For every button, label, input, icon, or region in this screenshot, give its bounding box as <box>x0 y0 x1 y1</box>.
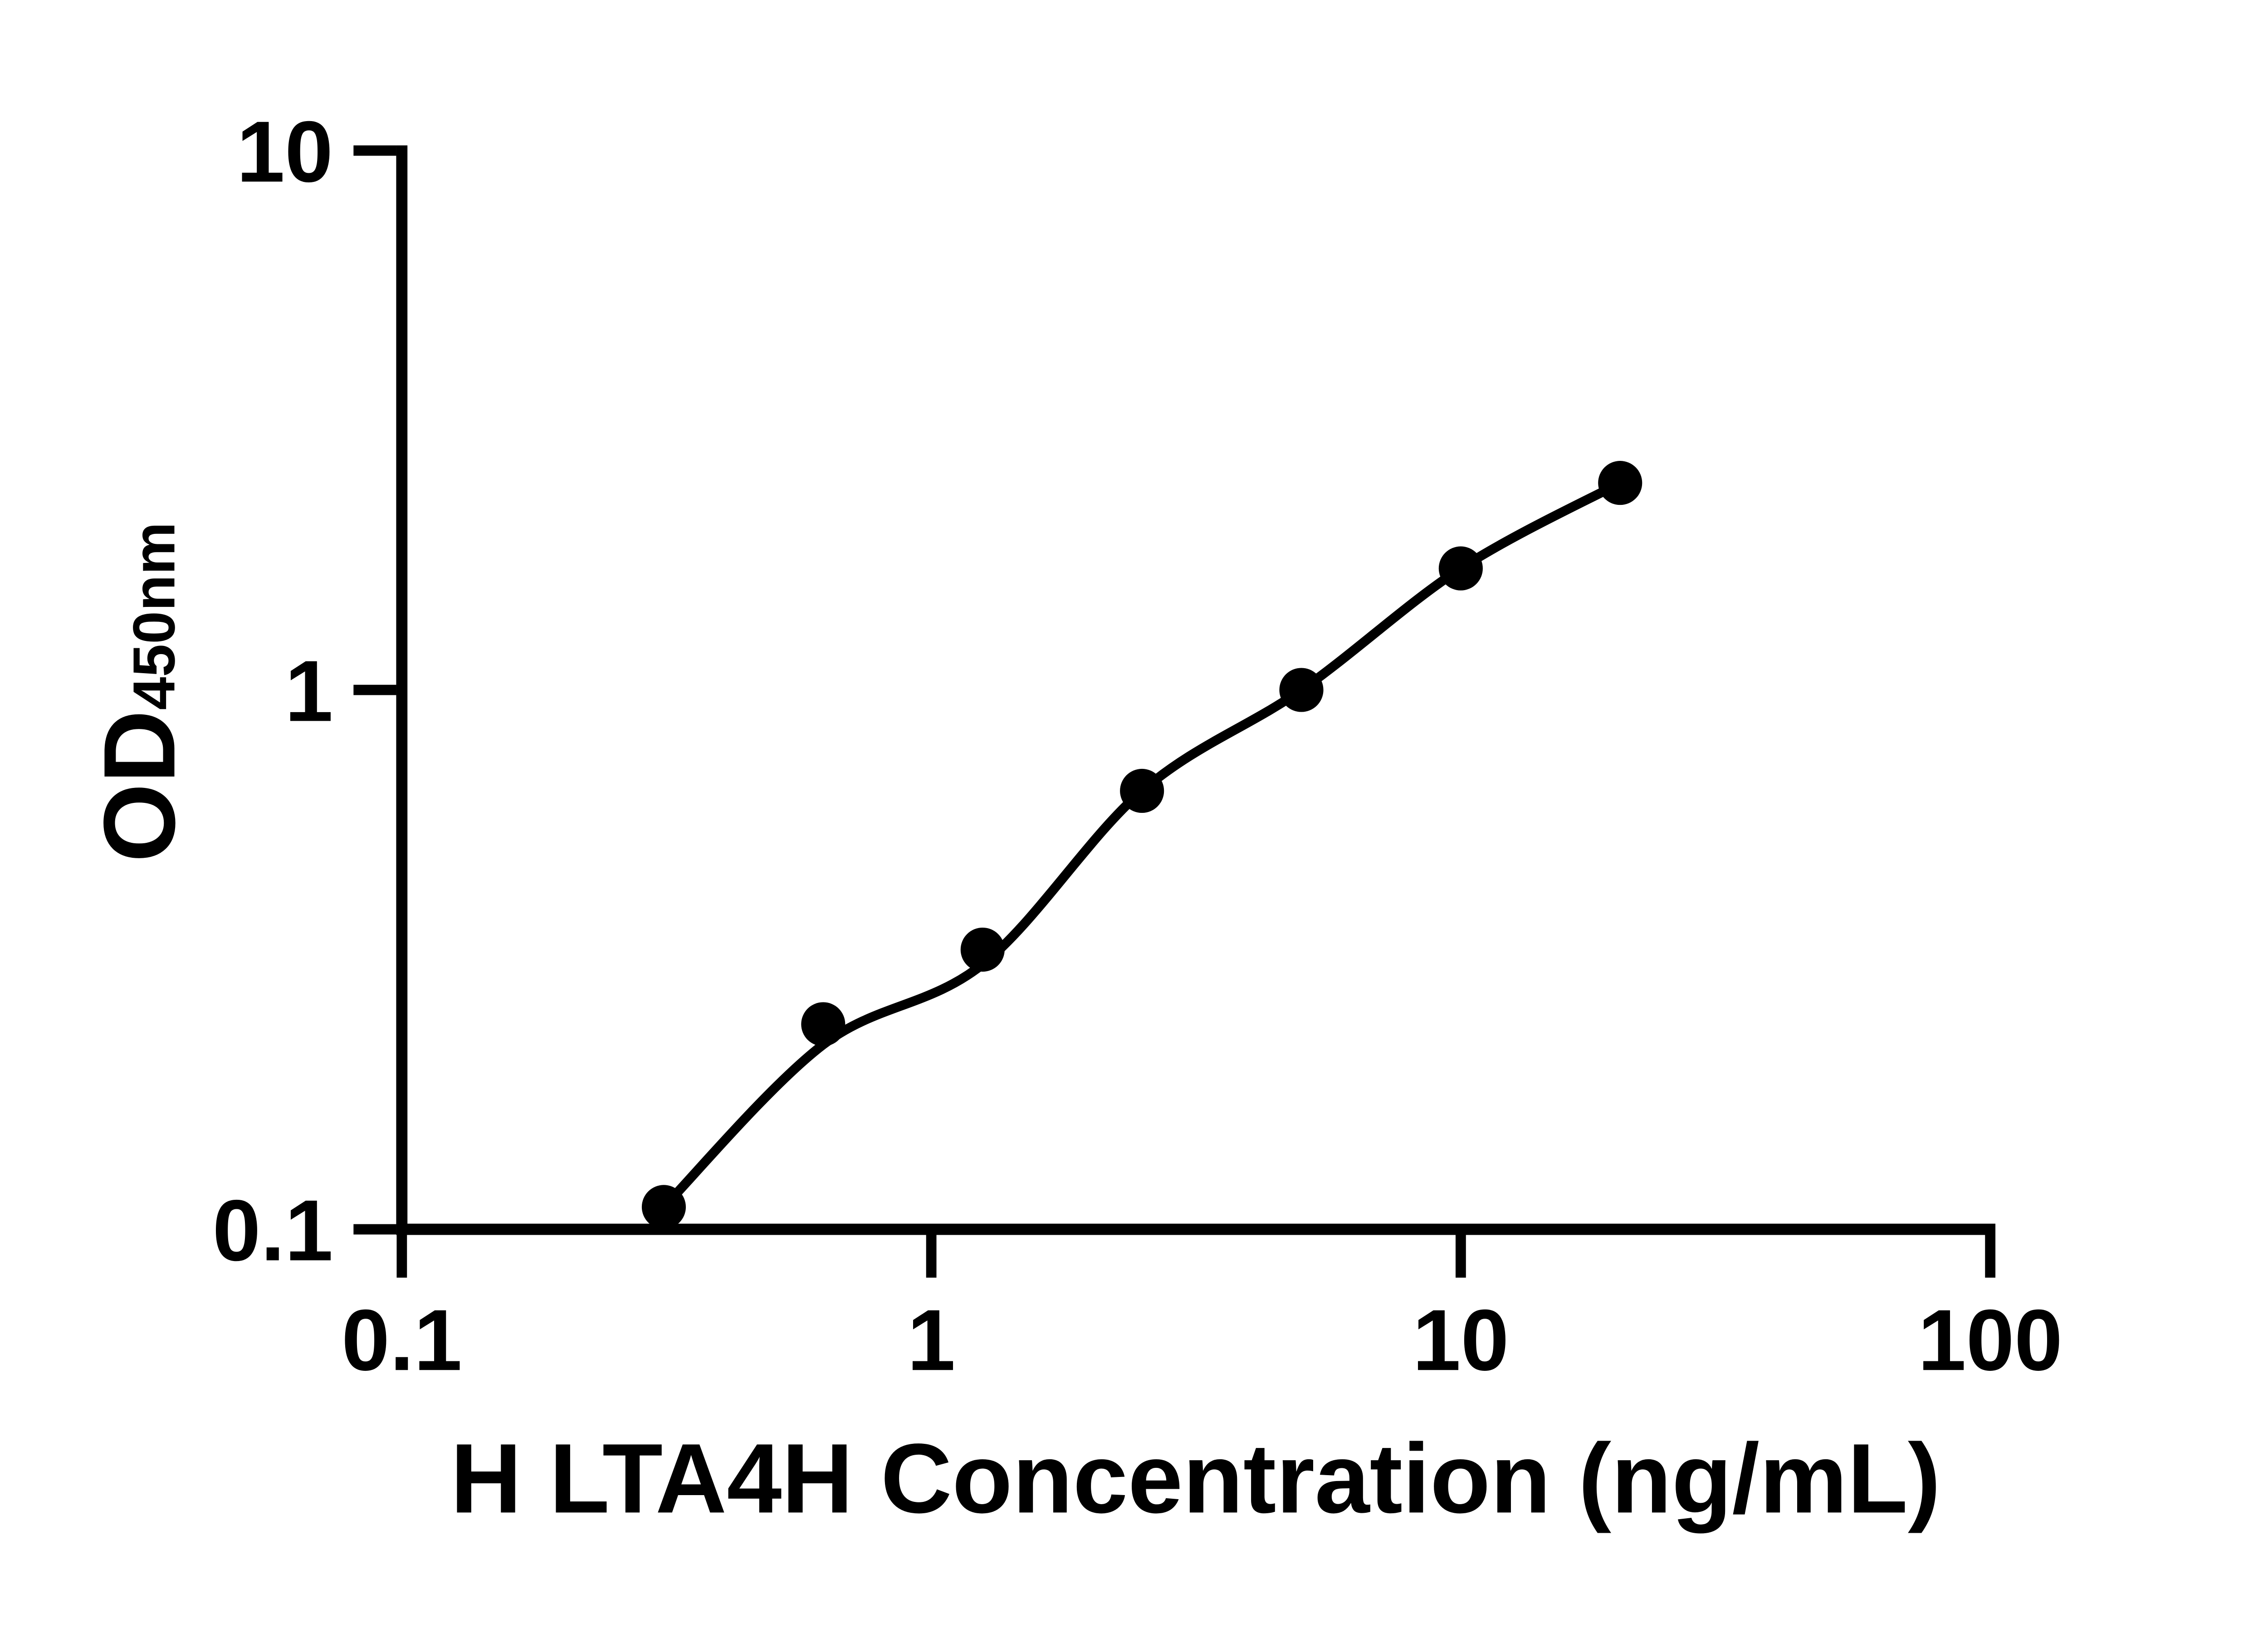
plot-area <box>641 461 1642 1229</box>
x-tick-label: 100 <box>1918 1291 2063 1389</box>
y-tick-label: 0.1 <box>212 1182 333 1279</box>
data-point <box>1279 668 1324 712</box>
data-point <box>1438 546 1483 591</box>
data-point <box>960 927 1005 972</box>
data-point <box>641 1185 686 1229</box>
x-tick-label: 10 <box>1413 1291 1509 1389</box>
y-axis-title-subscript: 450nm <box>121 522 187 710</box>
data-point <box>801 1002 846 1046</box>
y-axis-title: OD450nm <box>83 522 196 862</box>
data-point <box>1120 768 1164 813</box>
x-tick-label: 0.1 <box>342 1291 462 1389</box>
x-tick-label: 1 <box>907 1291 955 1389</box>
data-point <box>1598 461 1642 505</box>
axes: 0.1 1 10 0.1 1 10 100 <box>212 103 2063 1389</box>
fit-curve-line <box>659 478 1625 1212</box>
y-tick-label: 1 <box>285 642 333 739</box>
y-tick-label: 10 <box>237 103 333 200</box>
y-axis-title-main: OD <box>83 710 196 862</box>
x-axis-title: H LTA4H Concentration (ng/mL) <box>450 1423 1941 1534</box>
